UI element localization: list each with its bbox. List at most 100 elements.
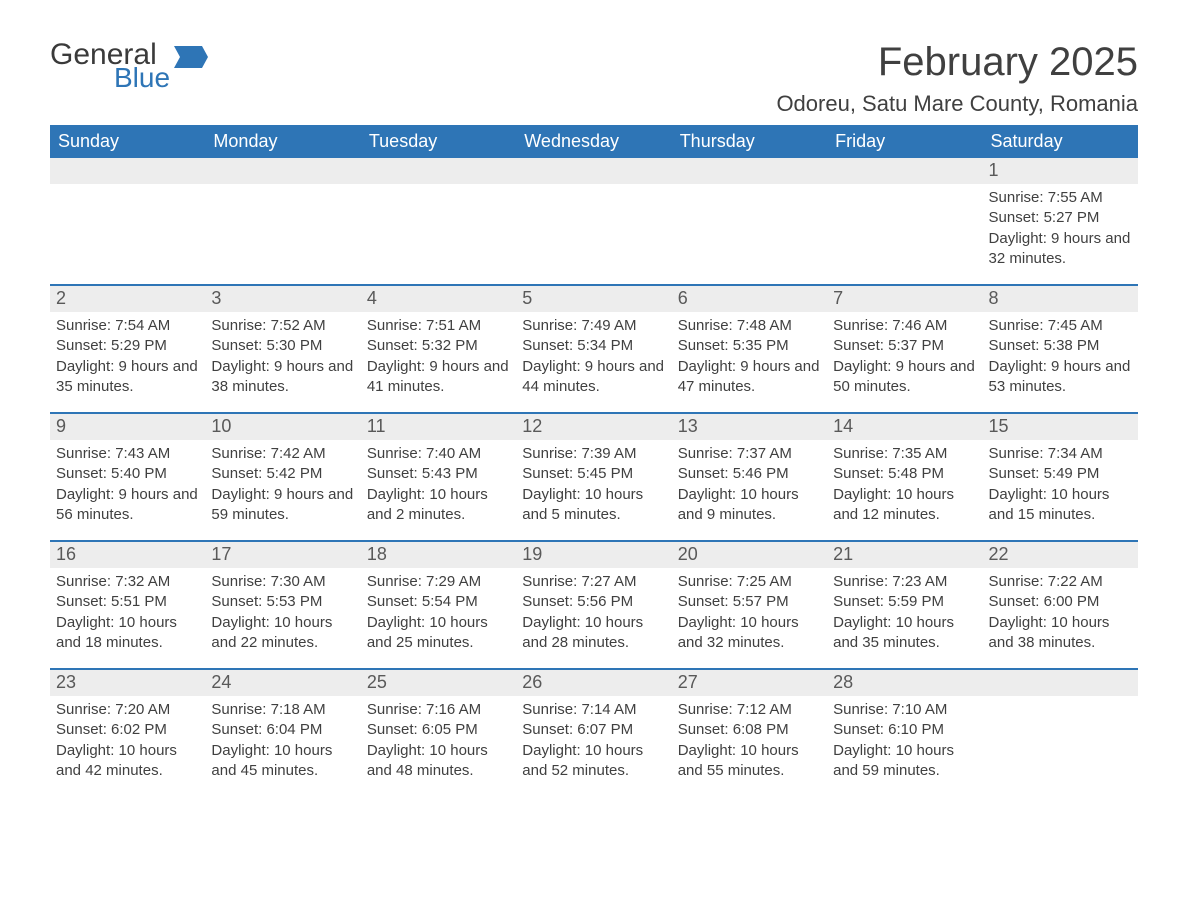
day-details: Sunrise: 7:16 AMSunset: 6:05 PMDaylight:… — [361, 696, 516, 791]
day-cell: 2Sunrise: 7:54 AMSunset: 5:29 PMDaylight… — [50, 286, 205, 412]
day-details: Sunrise: 7:40 AMSunset: 5:43 PMDaylight:… — [361, 440, 516, 535]
daylight-text: Daylight: 10 hours and 9 minutes. — [678, 485, 821, 526]
day-number: 19 — [516, 542, 671, 568]
daylight-text: Daylight: 10 hours and 2 minutes. — [367, 485, 510, 526]
daylight-text: Daylight: 10 hours and 22 minutes. — [211, 613, 354, 654]
day-cell: 6Sunrise: 7:48 AMSunset: 5:35 PMDaylight… — [672, 286, 827, 412]
sunrise-text: Sunrise: 7:22 AM — [989, 572, 1132, 592]
day-details: Sunrise: 7:43 AMSunset: 5:40 PMDaylight:… — [50, 440, 205, 535]
day-details: Sunrise: 7:52 AMSunset: 5:30 PMDaylight:… — [205, 312, 360, 407]
sunrise-text: Sunrise: 7:46 AM — [833, 316, 976, 336]
sunset-text: Sunset: 6:10 PM — [833, 720, 976, 740]
sunset-text: Sunset: 5:59 PM — [833, 592, 976, 612]
day-number: 15 — [983, 414, 1138, 440]
day-details: Sunrise: 7:49 AMSunset: 5:34 PMDaylight:… — [516, 312, 671, 407]
day-details: Sunrise: 7:42 AMSunset: 5:42 PMDaylight:… — [205, 440, 360, 535]
sunset-text: Sunset: 5:37 PM — [833, 336, 976, 356]
sunset-text: Sunset: 5:46 PM — [678, 464, 821, 484]
sunrise-text: Sunrise: 7:23 AM — [833, 572, 976, 592]
sunrise-text: Sunrise: 7:45 AM — [989, 316, 1132, 336]
day-cell: 27Sunrise: 7:12 AMSunset: 6:08 PMDayligh… — [672, 670, 827, 796]
day-details: Sunrise: 7:48 AMSunset: 5:35 PMDaylight:… — [672, 312, 827, 407]
day-number: 12 — [516, 414, 671, 440]
daylight-text: Daylight: 10 hours and 52 minutes. — [522, 741, 665, 782]
sunset-text: Sunset: 5:40 PM — [56, 464, 199, 484]
daylight-text: Daylight: 10 hours and 45 minutes. — [211, 741, 354, 782]
sunrise-text: Sunrise: 7:14 AM — [522, 700, 665, 720]
day-details: Sunrise: 7:10 AMSunset: 6:10 PMDaylight:… — [827, 696, 982, 791]
sunset-text: Sunset: 6:02 PM — [56, 720, 199, 740]
weekday-label: Tuesday — [361, 125, 516, 158]
daylight-text: Daylight: 10 hours and 28 minutes. — [522, 613, 665, 654]
day-cell: 11Sunrise: 7:40 AMSunset: 5:43 PMDayligh… — [361, 414, 516, 540]
day-number — [983, 670, 1138, 696]
day-number: 6 — [672, 286, 827, 312]
sunset-text: Sunset: 5:38 PM — [989, 336, 1132, 356]
sunrise-text: Sunrise: 7:54 AM — [56, 316, 199, 336]
sunset-text: Sunset: 5:56 PM — [522, 592, 665, 612]
week-row: 1Sunrise: 7:55 AMSunset: 5:27 PMDaylight… — [50, 158, 1138, 284]
flag-icon — [174, 46, 208, 68]
day-number: 1 — [983, 158, 1138, 184]
daylight-text: Daylight: 9 hours and 32 minutes. — [989, 229, 1132, 270]
daylight-text: Daylight: 10 hours and 55 minutes. — [678, 741, 821, 782]
day-cell — [50, 158, 205, 284]
sunrise-text: Sunrise: 7:39 AM — [522, 444, 665, 464]
sunset-text: Sunset: 6:08 PM — [678, 720, 821, 740]
day-cell — [516, 158, 671, 284]
day-cell: 9Sunrise: 7:43 AMSunset: 5:40 PMDaylight… — [50, 414, 205, 540]
day-number: 14 — [827, 414, 982, 440]
day-cell: 13Sunrise: 7:37 AMSunset: 5:46 PMDayligh… — [672, 414, 827, 540]
sunset-text: Sunset: 5:34 PM — [522, 336, 665, 356]
weekday-label: Sunday — [50, 125, 205, 158]
day-details: Sunrise: 7:54 AMSunset: 5:29 PMDaylight:… — [50, 312, 205, 407]
weekday-label: Saturday — [983, 125, 1138, 158]
daylight-text: Daylight: 9 hours and 59 minutes. — [211, 485, 354, 526]
day-details: Sunrise: 7:35 AMSunset: 5:48 PMDaylight:… — [827, 440, 982, 535]
day-number: 11 — [361, 414, 516, 440]
day-details: Sunrise: 7:25 AMSunset: 5:57 PMDaylight:… — [672, 568, 827, 663]
day-number: 25 — [361, 670, 516, 696]
daylight-text: Daylight: 9 hours and 35 minutes. — [56, 357, 199, 398]
day-details: Sunrise: 7:34 AMSunset: 5:49 PMDaylight:… — [983, 440, 1138, 535]
day-cell: 5Sunrise: 7:49 AMSunset: 5:34 PMDaylight… — [516, 286, 671, 412]
daylight-text: Daylight: 10 hours and 12 minutes. — [833, 485, 976, 526]
sunset-text: Sunset: 5:49 PM — [989, 464, 1132, 484]
day-cell: 7Sunrise: 7:46 AMSunset: 5:37 PMDaylight… — [827, 286, 982, 412]
weeks-container: 1Sunrise: 7:55 AMSunset: 5:27 PMDaylight… — [50, 158, 1138, 796]
daylight-text: Daylight: 9 hours and 44 minutes. — [522, 357, 665, 398]
day-details: Sunrise: 7:27 AMSunset: 5:56 PMDaylight:… — [516, 568, 671, 663]
day-cell: 3Sunrise: 7:52 AMSunset: 5:30 PMDaylight… — [205, 286, 360, 412]
day-number: 5 — [516, 286, 671, 312]
sunset-text: Sunset: 5:43 PM — [367, 464, 510, 484]
day-cell: 12Sunrise: 7:39 AMSunset: 5:45 PMDayligh… — [516, 414, 671, 540]
sunset-text: Sunset: 6:04 PM — [211, 720, 354, 740]
sunrise-text: Sunrise: 7:25 AM — [678, 572, 821, 592]
weekday-label: Thursday — [672, 125, 827, 158]
day-cell: 10Sunrise: 7:42 AMSunset: 5:42 PMDayligh… — [205, 414, 360, 540]
sunrise-text: Sunrise: 7:20 AM — [56, 700, 199, 720]
day-number: 16 — [50, 542, 205, 568]
sunrise-text: Sunrise: 7:27 AM — [522, 572, 665, 592]
day-number: 21 — [827, 542, 982, 568]
day-cell — [205, 158, 360, 284]
day-details: Sunrise: 7:18 AMSunset: 6:04 PMDaylight:… — [205, 696, 360, 791]
sunset-text: Sunset: 5:27 PM — [989, 208, 1132, 228]
sunset-text: Sunset: 5:57 PM — [678, 592, 821, 612]
day-cell: 20Sunrise: 7:25 AMSunset: 5:57 PMDayligh… — [672, 542, 827, 668]
day-details: Sunrise: 7:14 AMSunset: 6:07 PMDaylight:… — [516, 696, 671, 791]
sunset-text: Sunset: 5:29 PM — [56, 336, 199, 356]
logo: General Blue — [50, 40, 208, 92]
day-number: 9 — [50, 414, 205, 440]
sunset-text: Sunset: 5:51 PM — [56, 592, 199, 612]
daylight-text: Daylight: 10 hours and 18 minutes. — [56, 613, 199, 654]
day-details: Sunrise: 7:55 AMSunset: 5:27 PMDaylight:… — [983, 184, 1138, 279]
day-cell: 18Sunrise: 7:29 AMSunset: 5:54 PMDayligh… — [361, 542, 516, 668]
day-number: 4 — [361, 286, 516, 312]
weekday-label: Friday — [827, 125, 982, 158]
day-cell: 25Sunrise: 7:16 AMSunset: 6:05 PMDayligh… — [361, 670, 516, 796]
day-cell: 8Sunrise: 7:45 AMSunset: 5:38 PMDaylight… — [983, 286, 1138, 412]
daylight-text: Daylight: 9 hours and 50 minutes. — [833, 357, 976, 398]
day-details: Sunrise: 7:30 AMSunset: 5:53 PMDaylight:… — [205, 568, 360, 663]
day-number — [672, 158, 827, 184]
